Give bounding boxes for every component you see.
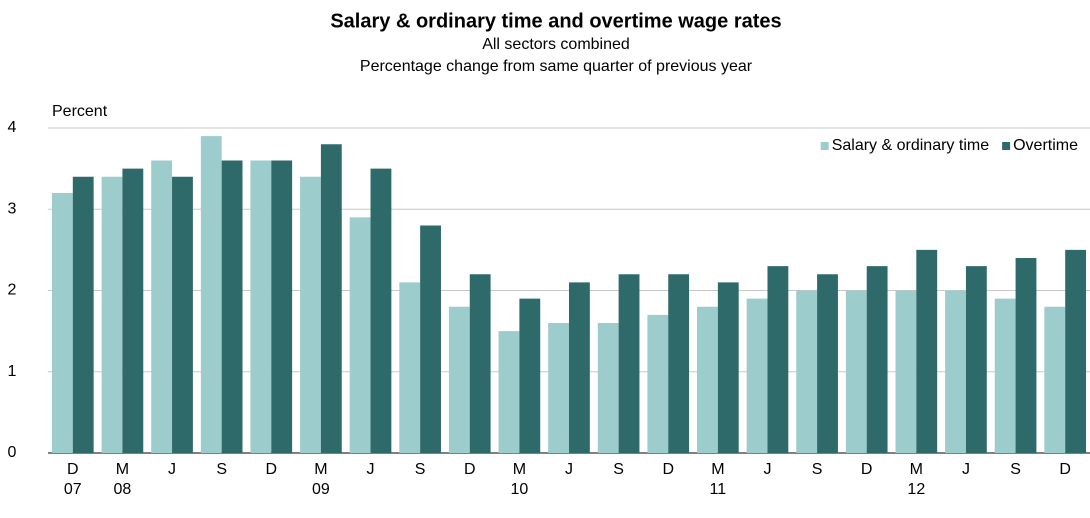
x-tick-label: M xyxy=(711,461,724,478)
bar xyxy=(1015,258,1037,453)
bar xyxy=(498,331,520,453)
bar xyxy=(271,160,293,453)
chart-title: Salary & ordinary time and overtime wage… xyxy=(330,10,781,32)
bar xyxy=(349,217,371,453)
bar xyxy=(965,266,987,453)
bar xyxy=(916,249,938,453)
x-tick-label: J xyxy=(168,461,176,478)
bar xyxy=(597,323,619,453)
bar xyxy=(647,314,669,453)
x-tick-label: D xyxy=(662,461,674,478)
x-tick-label: M xyxy=(513,461,526,478)
legend-label: Salary & ordinary time xyxy=(832,137,989,154)
bar xyxy=(200,136,222,453)
bar xyxy=(618,274,640,453)
bar xyxy=(845,290,867,453)
bar xyxy=(746,298,768,453)
y-tick-label: 1 xyxy=(8,363,17,380)
legend-swatch xyxy=(820,142,829,150)
chart-subtitle: All sectors combined xyxy=(482,36,630,53)
bar xyxy=(668,274,690,453)
bar xyxy=(320,144,342,453)
x-tick-label: S xyxy=(613,461,624,478)
x-tick-label: 10 xyxy=(510,481,528,498)
bar xyxy=(1065,249,1087,453)
x-tick-label: J xyxy=(763,461,771,478)
bar xyxy=(250,160,272,453)
bar xyxy=(151,160,173,453)
bar xyxy=(122,168,144,453)
bar xyxy=(300,176,321,453)
bar xyxy=(221,160,243,453)
x-tick-label: D xyxy=(266,461,278,478)
legend-label: Overtime xyxy=(1013,137,1078,154)
bar xyxy=(697,306,718,453)
x-tick-label: J xyxy=(962,461,970,478)
bar xyxy=(72,176,94,453)
legend-swatch xyxy=(1002,142,1011,150)
bar xyxy=(569,282,590,453)
bar xyxy=(101,176,123,453)
bar xyxy=(448,306,470,453)
x-tick-label: D xyxy=(1059,461,1071,478)
x-tick-label: D xyxy=(861,461,873,478)
bar xyxy=(717,282,739,453)
x-tick-label: S xyxy=(812,461,823,478)
bar xyxy=(796,290,818,453)
bar xyxy=(945,290,966,453)
bar xyxy=(172,176,193,453)
x-tick-label: S xyxy=(1010,461,1021,478)
x-tick-label: J xyxy=(565,461,573,478)
x-tick-label: D xyxy=(464,461,476,478)
x-tick-label: D xyxy=(67,461,79,478)
y-tick-label: 0 xyxy=(8,444,17,461)
x-tick-label: 07 xyxy=(64,481,82,498)
x-tick-label: M xyxy=(314,461,327,478)
bar xyxy=(1044,306,1066,453)
x-tick-label: M xyxy=(116,461,129,478)
bar xyxy=(817,274,838,453)
bar xyxy=(420,225,441,453)
bar xyxy=(994,298,1016,453)
y-tick-label: 4 xyxy=(8,119,17,136)
x-tick-label: 08 xyxy=(114,481,132,498)
bar xyxy=(548,323,569,453)
bar xyxy=(895,290,917,453)
x-tick-label: J xyxy=(367,461,375,478)
y-axis-label: Percent xyxy=(52,103,108,120)
bar xyxy=(519,298,541,453)
x-tick-label: M xyxy=(910,461,923,478)
x-tick-label: 12 xyxy=(907,481,925,498)
x-tick-label: S xyxy=(216,461,227,478)
bar xyxy=(469,274,491,453)
y-tick-label: 3 xyxy=(8,200,17,217)
bar xyxy=(767,266,789,453)
bar xyxy=(51,193,73,453)
chart-subtitle: Percentage change from same quarter of p… xyxy=(360,58,753,75)
bar xyxy=(866,266,888,453)
bar xyxy=(399,282,421,453)
x-tick-label: 11 xyxy=(710,481,727,498)
x-tick-label: S xyxy=(415,461,426,478)
x-tick-label: 09 xyxy=(312,481,330,498)
y-tick-label: 2 xyxy=(8,282,17,299)
bar xyxy=(370,168,392,453)
